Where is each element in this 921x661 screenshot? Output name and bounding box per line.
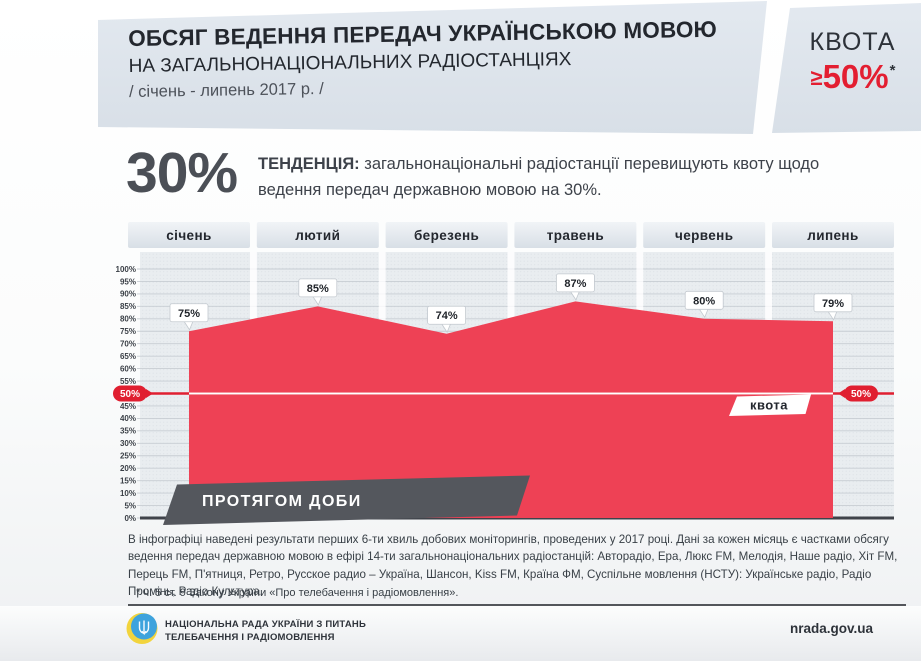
- daily-banner: ПРОТЯГОМ ДОБИ: [163, 475, 530, 525]
- svg-text:червень: червень: [675, 228, 733, 243]
- page-title: ОБСЯГ ВЕДЕННЯ ПЕРЕДАЧ УКРАЇНСЬКОЮ МОВОЮ: [128, 16, 718, 51]
- tendency-label: ТЕНДЕНЦІЯ:: [258, 155, 360, 173]
- tendency-big-value: 30%: [126, 141, 238, 205]
- svg-text:січень: січень: [166, 228, 211, 243]
- month-header: червень: [643, 222, 766, 248]
- svg-text:березень: березень: [414, 228, 479, 243]
- month-header: травень: [514, 222, 637, 248]
- quota-label: КВОТА: [809, 28, 896, 56]
- area-chart: 0% 5% 10% 15% 20% 25% 30% 35% 40% 45% 55% 60% 65% 70%…: [113, 222, 894, 525]
- quota-tick-left: 50%: [113, 385, 153, 402]
- svg-text:74%: 74%: [436, 310, 458, 322]
- y-axis-label: 100%: [116, 265, 136, 274]
- y-axis-label: 35%: [120, 427, 136, 436]
- svg-text:травень: травень: [547, 228, 604, 243]
- quota-tick-right: 50%: [838, 385, 878, 402]
- org-name-line2: ТЕЛЕБАЧЕННЯ І РАДІОМОВЛЕННЯ: [165, 631, 335, 643]
- y-axis-label: 90%: [120, 290, 136, 299]
- methodology-footnote: В інфографіці наведені результати перших…: [128, 533, 898, 599]
- svg-text:липень: липень: [807, 228, 858, 243]
- y-axis-label: 5%: [124, 501, 136, 510]
- svg-text:85%: 85%: [307, 283, 329, 295]
- svg-text:50%: 50%: [120, 389, 140, 400]
- month-header: січень: [128, 222, 250, 248]
- y-axis-label: 25%: [120, 452, 136, 461]
- svg-text:80%: 80%: [693, 295, 715, 307]
- svg-text:лютий: лютий: [295, 228, 340, 243]
- data-label-callout: 85%: [298, 278, 338, 306]
- y-axis-label: 95%: [120, 277, 136, 286]
- y-axis-label: 30%: [120, 439, 136, 448]
- org-name: НАЦІОНАЛЬНА РАДА УКРАЇНИ З ПИТАНЬ ТЕЛЕБА…: [165, 619, 366, 645]
- y-axis-label: 75%: [120, 327, 136, 336]
- quota-badge: КВОТА ≥50%*: [772, 3, 921, 133]
- svg-text:87%: 87%: [564, 278, 586, 290]
- y-axis-label: 0%: [124, 514, 136, 523]
- y-axis-label: 15%: [120, 476, 136, 485]
- svg-text:50%: 50%: [851, 389, 871, 400]
- month-header: лютий: [256, 222, 379, 248]
- svg-text:79%: 79%: [822, 298, 844, 310]
- y-axis-label: 10%: [120, 489, 136, 498]
- quota-percent: 50%: [822, 58, 889, 95]
- y-axis-label: 40%: [120, 414, 136, 423]
- svg-text:ПРОТЯГОМ ДОБИ: ПРОТЯГОМ ДОБИ: [202, 493, 362, 510]
- header-banner: ОБСЯГ ВЕДЕННЯ ПЕРЕДАЧ УКРАЇНСЬКОЮ МОВОЮ …: [98, 1, 767, 134]
- y-axis-label: 85%: [120, 302, 136, 311]
- quota-line-label: квота: [729, 394, 811, 416]
- y-axis-label: 60%: [120, 364, 136, 373]
- svg-text:75%: 75%: [178, 308, 200, 320]
- period-label: / січень - липень 2017 р. /: [128, 79, 324, 101]
- legal-footnote: * ч. 5 ст. 9 Закону України «Про телебач…: [136, 587, 459, 599]
- data-label-callout: 79%: [813, 293, 853, 321]
- asterisk-mark: *: [889, 62, 896, 79]
- tendency-text: ТЕНДЕНЦІЯ: загальнонаціональні радіостан…: [258, 152, 833, 203]
- month-header: липень: [772, 222, 894, 248]
- y-axis-label: 20%: [120, 464, 136, 473]
- data-label-callout: 80%: [684, 290, 724, 319]
- data-label-callout: 87%: [555, 273, 595, 301]
- y-axis-label: 65%: [120, 352, 136, 361]
- y-axis-label: 45%: [120, 402, 136, 411]
- area-series: [189, 301, 833, 518]
- nrada-logo-icon: [126, 613, 158, 644]
- y-axis-label: 55%: [120, 377, 136, 386]
- data-label-callout: 75%: [169, 303, 209, 331]
- y-axis-label: 70%: [120, 340, 136, 349]
- geq-sign: ≥: [810, 65, 823, 90]
- data-label-callout: 74%: [427, 305, 467, 334]
- site-url: nrada.gov.ua: [789, 621, 873, 636]
- month-header: березень: [385, 222, 508, 248]
- page-subtitle: НА ЗАГАЛЬНОНАЦІОНАЛЬНИХ РАДІОСТАНЦІЯХ: [128, 49, 572, 77]
- org-name-line1: НАЦІОНАЛЬНА РАДА УКРАЇНИ З ПИТАНЬ: [165, 619, 366, 630]
- svg-text:квота: квота: [750, 398, 788, 413]
- footer-divider: [128, 604, 906, 606]
- quota-value: ≥50%*: [772, 58, 921, 96]
- header-title-block: ОБСЯГ ВЕДЕННЯ ПЕРЕДАЧ УКРАЇНСЬКОЮ МОВОЮ …: [128, 17, 718, 102]
- tendency-description: загальнонаціональні радіостанції перевищ…: [258, 155, 820, 199]
- y-axis-label: 80%: [120, 315, 136, 324]
